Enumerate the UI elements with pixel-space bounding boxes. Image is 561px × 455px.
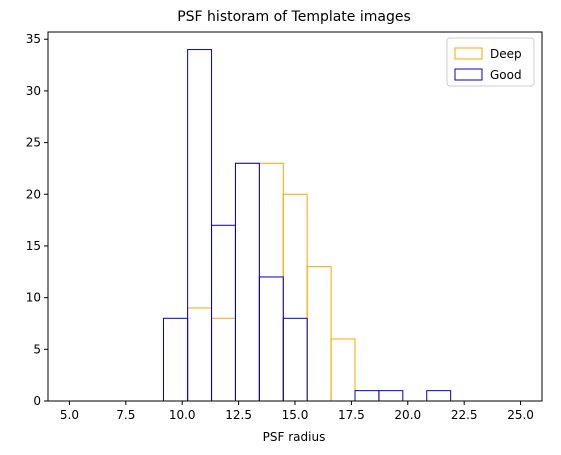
bars-layer [162,49,452,402]
x-axis-label: PSF radius [263,430,326,444]
bar-deep-2 [234,162,260,402]
y-tick-label: 30 [26,84,41,98]
y-tick-label: 15 [26,239,41,253]
legend-label-deep: Deep [490,47,522,61]
legend-label-good: Good [490,68,522,82]
bar-deep-6 [330,338,356,402]
y-axis-ticks: 0 5 10 15 20 25 30 35 [26,32,48,408]
plot-frame [47,31,543,402]
legend: Deep Good [446,37,535,87]
x-tick-label: 25.0 [507,408,534,422]
bar-good-3 [234,162,260,402]
x-tick-label: 10.0 [169,408,196,422]
y-tick-label: 5 [33,342,41,356]
bar-deep-5 [306,266,332,402]
x-tick-label: 7.5 [116,408,135,422]
bar-deep-1 [211,317,236,402]
y-tick-label: 25 [26,136,41,150]
bar-good-8 [354,390,380,402]
legend-swatch-good [454,68,483,81]
legend-swatch-deep [454,47,483,60]
bar-deep-3 [258,162,284,402]
x-tick-label: 17.5 [338,408,365,422]
legend-box [446,37,535,87]
bar-deep-4 [282,193,308,402]
bar-good-2 [211,224,236,402]
y-tick-label: 20 [26,187,41,201]
bar-deep-0 [187,307,213,402]
x-tick-label: 15.0 [282,408,309,422]
x-axis-ticks: 5.0 7.5 10.0 12.5 15.0 17.5 20.0 22.5 25.0 [60,401,534,422]
x-tick-label: 20.0 [394,408,421,422]
x-tick-label: 5.0 [60,408,79,422]
bar-good-1 [187,49,213,402]
bar-good-5 [282,317,308,402]
y-tick-label: 35 [26,32,41,46]
bar-good-9 [378,390,404,402]
x-tick-label: 22.5 [451,408,478,422]
chart-title: PSF historam of Template images [177,9,411,25]
bar-good-0 [162,317,189,402]
bar-good-4 [258,276,284,402]
y-tick-label: 0 [33,394,41,408]
x-tick-label: 12.5 [225,408,252,422]
y-tick-label: 10 [26,291,41,305]
bar-good-11 [426,390,452,402]
